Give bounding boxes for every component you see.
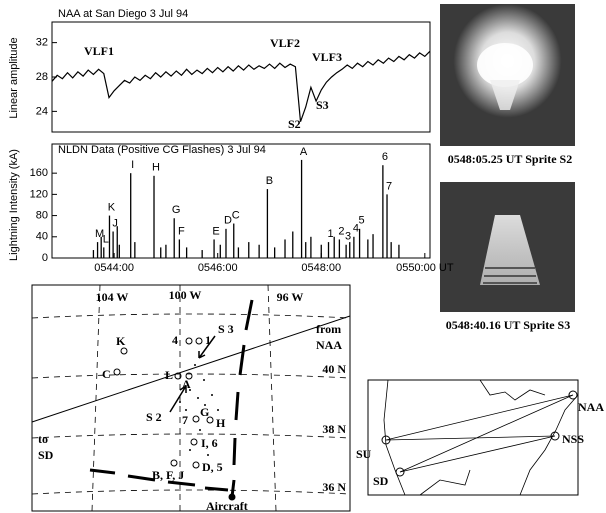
map-label: SD bbox=[38, 448, 54, 462]
flash-label: 6 bbox=[382, 151, 388, 163]
map-label: from bbox=[316, 322, 341, 336]
latitude-label: 36 N bbox=[322, 480, 346, 494]
map-label: S 2 bbox=[146, 410, 162, 424]
longitude-label: 104 W bbox=[96, 290, 129, 304]
map-frame bbox=[31, 284, 351, 512]
map-label: S 3 bbox=[218, 322, 234, 336]
annotation: VLF1 bbox=[84, 44, 114, 58]
map-label: K bbox=[116, 334, 126, 348]
map-label: to bbox=[38, 432, 48, 446]
stations bbox=[381, 390, 578, 477]
graticule bbox=[31, 284, 351, 512]
map: 104 W 100 W 96 W 40 N 38 N 36 N from NAA… bbox=[31, 284, 351, 513]
latitude-label: 40 N bbox=[322, 362, 346, 376]
flash-label: H bbox=[152, 162, 160, 174]
y-tick-label: 0 bbox=[42, 252, 48, 264]
aircraft bbox=[228, 493, 236, 501]
map-label: 4 bbox=[172, 333, 178, 347]
longitude-label: 96 W bbox=[277, 290, 304, 304]
flash-label: K bbox=[108, 201, 116, 213]
flash-label: M bbox=[95, 228, 104, 240]
map-label: A bbox=[182, 377, 191, 391]
sprite-tendril bbox=[490, 80, 520, 110]
map-label: 1 bbox=[205, 333, 211, 347]
flash-dots bbox=[179, 364, 219, 456]
arrow bbox=[169, 335, 216, 413]
flash-label: D bbox=[224, 215, 232, 227]
flash-label: G bbox=[172, 204, 181, 216]
annotation: S2 bbox=[288, 117, 301, 131]
flash-label: 7 bbox=[386, 180, 392, 192]
y-tick-label: 40 bbox=[36, 231, 48, 243]
inset-map: NAA NSS SU SD bbox=[356, 379, 604, 496]
map-label: G bbox=[200, 405, 209, 419]
flash-label: B bbox=[266, 175, 273, 187]
line-series bbox=[51, 50, 431, 122]
plot-frame bbox=[51, 21, 431, 133]
annotation: VLF3 bbox=[312, 50, 342, 64]
flash-label: I bbox=[131, 159, 134, 171]
x-tick-label: 0548:00 bbox=[301, 262, 341, 274]
sprite-bands bbox=[483, 267, 537, 284]
flash-label: A bbox=[300, 146, 308, 158]
station-label: NSS bbox=[562, 432, 584, 446]
image-caption: 0548:40.16 UT Sprite S3 bbox=[446, 318, 570, 332]
latitude-label: 38 N bbox=[322, 422, 346, 436]
flash-label: 1 bbox=[327, 228, 333, 240]
longitude-label: 100 W bbox=[169, 288, 202, 302]
map-label: 7 bbox=[182, 413, 188, 427]
flash-label: J bbox=[112, 217, 118, 229]
x-tick-label: 0546:00 bbox=[198, 262, 238, 274]
map-label: B, F, J bbox=[152, 468, 184, 482]
y-tick-label: 80 bbox=[36, 209, 48, 221]
station-label: NAA bbox=[578, 400, 604, 414]
y-tick-label: 28 bbox=[36, 71, 48, 83]
station-label: SD bbox=[373, 474, 389, 488]
chart-title: NAA at San Diego 3 Jul 94 bbox=[58, 8, 188, 20]
sprite-glow bbox=[477, 43, 533, 87]
map-label: L bbox=[165, 368, 173, 382]
map-label: Aircraft bbox=[206, 499, 248, 513]
flash-label: E bbox=[212, 225, 219, 237]
chart-title: NLDN Data (Positive CG Flashes) 3 Jul 94 bbox=[58, 144, 266, 156]
map-label: C bbox=[102, 367, 111, 381]
aircraft-track bbox=[89, 299, 254, 498]
propagation-paths bbox=[385, 394, 574, 473]
flash-label: 2 bbox=[338, 225, 344, 237]
inset-frame bbox=[367, 379, 579, 496]
annotation: VLF2 bbox=[270, 36, 300, 50]
y-tick-label: 120 bbox=[30, 188, 48, 200]
y-tick-label: 160 bbox=[30, 167, 48, 179]
station-label: SU bbox=[356, 447, 372, 461]
map-label: NAA bbox=[316, 338, 342, 352]
flash-label: 5 bbox=[359, 215, 365, 227]
flash-label: C bbox=[232, 209, 240, 221]
x-tick-label: 0550:00 UT bbox=[396, 262, 454, 274]
flash-circles bbox=[113, 337, 214, 469]
x-tick-label: 0544:00 bbox=[94, 262, 134, 274]
map-label: D, 5 bbox=[202, 460, 223, 474]
y-tick-label: 32 bbox=[36, 37, 48, 49]
image-caption: 0548:05.25 UT Sprite S2 bbox=[448, 152, 572, 166]
flash-label: 3 bbox=[345, 231, 351, 243]
flash-label: L bbox=[103, 233, 109, 245]
flash-label: 4 bbox=[353, 223, 359, 235]
path-line bbox=[31, 315, 351, 423]
y-axis-label: Linear amplitude bbox=[8, 37, 20, 118]
flash-label: F bbox=[178, 225, 185, 237]
map-label: H bbox=[216, 416, 226, 430]
map-label: I, 6 bbox=[201, 436, 218, 450]
plot-frame bbox=[51, 143, 431, 259]
y-axis-label: Lightning Intensity (kA) bbox=[8, 149, 20, 261]
annotation: S3 bbox=[316, 98, 329, 112]
y-tick-label: 24 bbox=[36, 105, 48, 117]
coastline bbox=[383, 379, 579, 496]
